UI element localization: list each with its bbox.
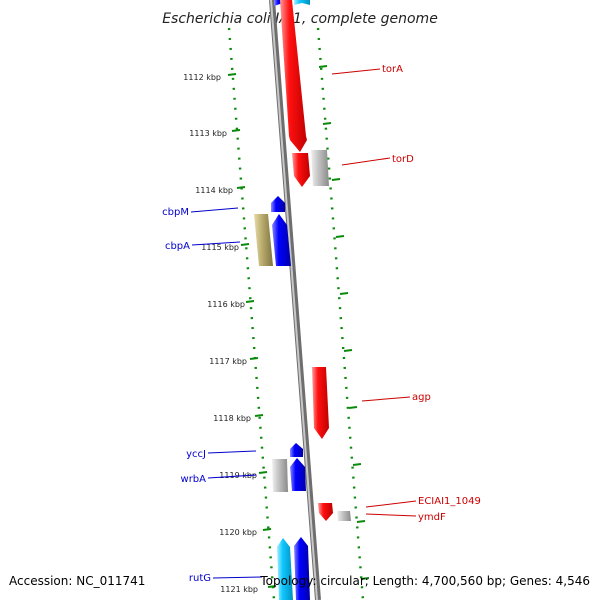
gene-cbpA[interactable]	[272, 214, 291, 266]
gene-label-agp[interactable]: agp	[412, 392, 431, 403]
tick-label: 1113 kbp	[189, 129, 227, 138]
gene-ymdF[interactable]	[337, 511, 351, 521]
feature-top-cyan[interactable]	[294, 0, 310, 5]
gene-cbpM[interactable]	[271, 196, 285, 212]
tick-label: 1119 kbp	[219, 471, 257, 480]
gene-label-torD[interactable]: torD	[392, 154, 414, 165]
gene-agp[interactable]	[312, 367, 329, 439]
tick-label: 1112 kbp	[183, 73, 221, 82]
scale-tick: 1116 kbp	[207, 292, 349, 309]
scale-tick: 1117 kbp	[209, 349, 353, 366]
tick-label: 1116 kbp	[207, 300, 245, 309]
genome-backbone	[269, 0, 321, 600]
scale-tick: 1121 kbp	[220, 577, 370, 594]
gene-wrbA[interactable]	[290, 458, 306, 491]
scale-tick: 1114 kbp	[195, 178, 341, 195]
scale-tick: 1115 kbp	[201, 235, 345, 252]
gene-ECIAI1_1049[interactable]	[318, 503, 333, 521]
tick-label: 1118 kbp	[213, 414, 251, 423]
gene-label-wrbA[interactable]: wrbA	[181, 474, 207, 485]
scale-tick: 1120 kbp	[219, 520, 366, 537]
gene-label-yccJ[interactable]: yccJ	[186, 449, 206, 460]
scale-ticks: 1112 kbp 1113 kbp 1114 kbp 1115 kbp 1116…	[183, 65, 370, 594]
map-title: Escherichia coli IAI1, complete genome	[162, 11, 438, 27]
gene-label-ECIAI1_1049[interactable]: ECIAI1_1049	[418, 496, 481, 507]
gene-yccJ[interactable]	[290, 443, 303, 457]
gene-label-ymdF[interactable]: ymdF	[418, 512, 446, 523]
tick-label: 1114 kbp	[195, 186, 233, 195]
gene-label-torA[interactable]: torA	[382, 64, 403, 75]
tick-label: 1115 kbp	[201, 243, 239, 252]
scale-tick: 1118 kbp	[213, 406, 358, 423]
gene-rutG-neighbor[interactable]	[277, 538, 293, 600]
gene-label-rutG[interactable]: rutG	[189, 573, 211, 584]
gene-torA[interactable]	[280, 0, 307, 152]
gene-rutG[interactable]	[294, 537, 310, 600]
gene-torD[interactable]	[292, 153, 310, 187]
leader-lines	[190, 68, 417, 579]
scale-tick: 1119 kbp	[219, 463, 362, 480]
accession-text: Accession: NC_011741	[9, 574, 146, 588]
gene-torD-neighbor[interactable]	[311, 150, 329, 186]
gene-label-cbpM[interactable]: cbpM	[162, 207, 189, 218]
genome-summary-text: Topology: circular; Length: 4,700,560 bp…	[260, 574, 590, 588]
gene-olive[interactable]	[254, 214, 273, 266]
tick-label: 1121 kbp	[220, 585, 258, 594]
scale-track-left	[227, 27, 276, 600]
gene-wrbA-neighbor[interactable]	[272, 459, 288, 492]
tick-label: 1120 kbp	[219, 528, 257, 537]
gene-label-cbpA[interactable]: cbpA	[165, 241, 190, 252]
scale-tick: 1113 kbp	[189, 122, 332, 138]
scale-tick: 1112 kbp	[183, 65, 328, 82]
tick-label: 1117 kbp	[209, 357, 247, 366]
